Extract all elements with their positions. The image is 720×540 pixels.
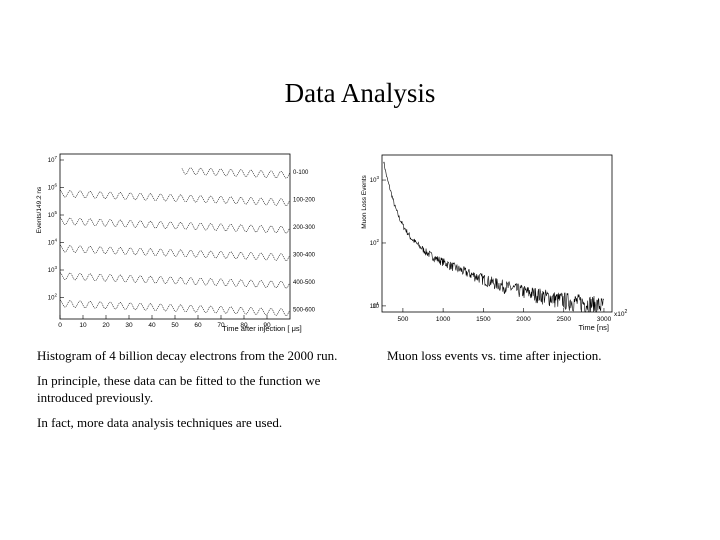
x-tick-label: 80 xyxy=(240,322,248,329)
x-tick-label: 60 xyxy=(194,322,202,329)
series-label: 300-400 xyxy=(293,253,316,259)
y-tick-label-exponent: 7 xyxy=(54,155,57,160)
x-tick-label: 20 xyxy=(102,322,110,329)
x-tick-label: 1500 xyxy=(476,316,491,323)
y-tick-label-base: 10 xyxy=(370,241,377,247)
x-tick-label: 2000 xyxy=(516,316,531,323)
x-tick-label: 40 xyxy=(148,322,156,329)
y-tick-label-exponent: 4 xyxy=(54,238,57,243)
y-tick-label: 10 xyxy=(372,304,379,310)
plot-frame xyxy=(59,153,291,320)
x-tick-label: 70 xyxy=(217,322,225,329)
y-tick-label-base: 10 xyxy=(48,186,55,192)
y-tick-label-exponent: 3 xyxy=(54,265,57,270)
x-axis-multiplier: x102 xyxy=(614,309,627,318)
y-tick-label: 101 xyxy=(370,301,380,310)
y-tick-label: 102 xyxy=(370,238,380,247)
slide-title: Data Analysis xyxy=(284,78,436,108)
x-tick-label: 50 xyxy=(171,322,179,329)
x-axis-multiplier-exponent: 2 xyxy=(624,309,627,315)
series-label: 100-200 xyxy=(293,198,316,204)
series-label: 400-500 xyxy=(293,280,316,286)
y-tick-label: 105 xyxy=(48,210,58,219)
x-tick-label: 10 xyxy=(79,322,87,329)
caption-muon-loss: Muon loss events vs. time after injectio… xyxy=(387,348,602,363)
series-group xyxy=(59,167,291,317)
y-tick-label: 107 xyxy=(48,155,58,164)
y-tick-label-exponent: 1 xyxy=(376,301,379,306)
y-tick-label-exponent: 2 xyxy=(54,293,57,298)
y-tick-label-base: 10 xyxy=(48,158,55,164)
y-tick-label: 103 xyxy=(370,175,380,184)
y-tick-label-base: 10 xyxy=(48,241,55,247)
series-label: 0-100 xyxy=(293,170,309,176)
y-tick-label: 106 xyxy=(48,183,58,192)
caption-principle: In principle, these data can be fitted t… xyxy=(37,373,321,405)
x-tick-label: 2500 xyxy=(557,316,572,323)
x-tick-label: 3000 xyxy=(597,316,612,323)
series-line-400-500 xyxy=(59,272,290,289)
row-labels: 0-100 100-200 200-300 300-400 400-500 500-600 xyxy=(293,170,316,314)
series-line-100-200 xyxy=(59,189,290,207)
series-label: 500-600 xyxy=(293,308,316,314)
y-tick-label: 102 xyxy=(48,293,58,302)
x-tick-label: 90 xyxy=(263,322,271,329)
plot-frame xyxy=(381,154,613,313)
y-tick-label-base: 10 xyxy=(372,304,379,310)
series-line-300-400 xyxy=(59,244,290,262)
series-line-500-600 xyxy=(59,299,290,317)
y-tick-label: 103 xyxy=(48,265,58,274)
y-axis-label: Events/149.2 ns xyxy=(36,186,43,233)
x-axis-label: Time after injection [ μs] xyxy=(222,324,302,333)
x-tick-label: 500 xyxy=(397,316,408,323)
muon-loss-series-line xyxy=(383,161,604,313)
y-tick-label-base: 10 xyxy=(48,268,55,274)
series-line-0-100 xyxy=(181,167,291,179)
x-axis-ticks: 500 1000 1500 2000 2500 3000 xyxy=(397,308,612,323)
series-label: 200-300 xyxy=(293,225,316,231)
y-axis-label: Muon Loss Events xyxy=(361,175,368,229)
y-tick-label-exponent: 5 xyxy=(54,210,57,215)
x-tick-label: 0 xyxy=(58,322,62,329)
y-tick-label: 104 xyxy=(48,238,58,247)
caption-fact: In fact, more data analysis techniques a… xyxy=(37,415,283,430)
x-axis-multiplier-base: x10 xyxy=(614,311,625,318)
y-tick-label-base: 10 xyxy=(48,296,55,302)
caption-histogram: Histogram of 4 billion decay electrons f… xyxy=(37,348,338,363)
x-axis-label: Time [ns] xyxy=(578,323,609,332)
series-line-200-300 xyxy=(59,217,290,234)
y-tick-label-base: 10 xyxy=(48,213,55,219)
y-tick-label-base: 10 xyxy=(370,304,377,310)
y-tick-label-exponent: 3 xyxy=(376,175,379,180)
x-tick-label: 30 xyxy=(125,322,133,329)
x-axis-ticks: 0 10 20 30 40 50 60 70 80 90 xyxy=(58,315,271,329)
x-tick-label: 1000 xyxy=(436,316,451,323)
y-tick-label-exponent: 6 xyxy=(54,183,57,188)
y-tick-label-base: 10 xyxy=(370,178,377,184)
y-tick-label-exponent: 2 xyxy=(376,238,379,243)
